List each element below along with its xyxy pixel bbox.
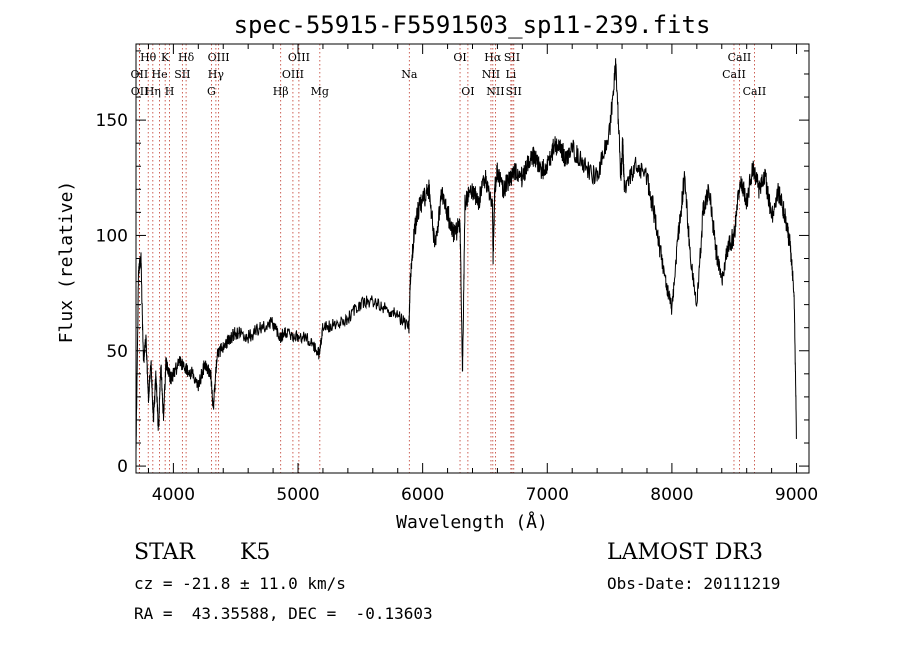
redshift-velocity: cz = -21.8 ± 11.0 km/s — [134, 574, 346, 593]
emission-line-label-18: OI — [461, 85, 474, 98]
emission-line-label-22: SII — [504, 51, 520, 64]
emission-line-label-23: Li — [505, 68, 516, 81]
survey-name: LAMOST DR3 — [607, 540, 763, 565]
plot-axes: 4000 5000 6000 7000 8000 9000 0 50 100 150 — [96, 43, 818, 505]
series-line-flux — [135, 58, 797, 452]
x-tick-label-1: 5000 — [276, 485, 319, 505]
emission-line-label-17: OI — [453, 51, 466, 64]
emission-line-label-11: G — [207, 85, 216, 98]
emission-line-label-10: Hγ — [208, 68, 225, 81]
emission-line-label-8: Hδ — [178, 51, 195, 64]
plot-frame — [135, 43, 810, 474]
emission-line-label-14: Hβ — [273, 85, 289, 98]
emission-line-label-5: K — [161, 51, 170, 64]
emission-line-label-26: CaII — [722, 68, 746, 81]
emission-line-label-24: SII — [506, 85, 522, 98]
emission-line-label-19: Hα — [484, 51, 502, 64]
emission-line-label-12: OIII — [288, 51, 310, 64]
y-tick-label-0: 0 — [117, 457, 128, 477]
emission-line-label-3: He — [152, 68, 168, 81]
x-axis-label: Wavelength (Å) — [396, 511, 548, 533]
y-axis-label: Flux (relative) — [56, 181, 77, 344]
y-tick-label-1: 50 — [106, 342, 128, 362]
emission-line-label-2: OII — [131, 85, 149, 98]
emission-line-label-27: CaII — [743, 85, 767, 98]
emission-line-label-7: H — [165, 85, 175, 98]
emission-line-label-16: Na — [401, 68, 418, 81]
x-tick-label-0: 4000 — [152, 485, 195, 505]
spectral-subclass: K5 — [240, 540, 271, 565]
x-tick-label-5: 9000 — [775, 485, 818, 505]
emission-line-label-4: Hη — [145, 85, 161, 98]
x-tick-label-2: 6000 — [401, 485, 444, 505]
emission-line-label-20: NII — [482, 68, 500, 81]
emission-line-label-21: NII — [486, 85, 504, 98]
emission-line-label-25: CaII — [728, 51, 752, 64]
emission-line-label-0: Hθ — [140, 51, 157, 64]
emission-line-label-1: OII — [131, 68, 149, 81]
emission-line-label-9: OIII — [208, 51, 230, 64]
x-tick-label-3: 7000 — [526, 485, 569, 505]
emission-line-label-15: Mg — [311, 85, 329, 98]
chart-title: spec-55915-F5591503_sp11-239.fits — [234, 11, 711, 39]
x-tick-label-4: 8000 — [650, 485, 693, 505]
object-class: STAR — [134, 540, 195, 565]
emission-line-label-13: OIII — [282, 68, 304, 81]
y-tick-label-3: 150 — [96, 111, 128, 131]
y-tick-label-2: 100 — [96, 226, 128, 246]
series-layer — [135, 58, 797, 452]
coordinates: RA = 43.35588, DEC = -0.13603 — [134, 604, 433, 623]
observation-date: Obs-Date: 20111219 — [607, 574, 781, 593]
emission-line-label-6: SII — [174, 68, 190, 81]
